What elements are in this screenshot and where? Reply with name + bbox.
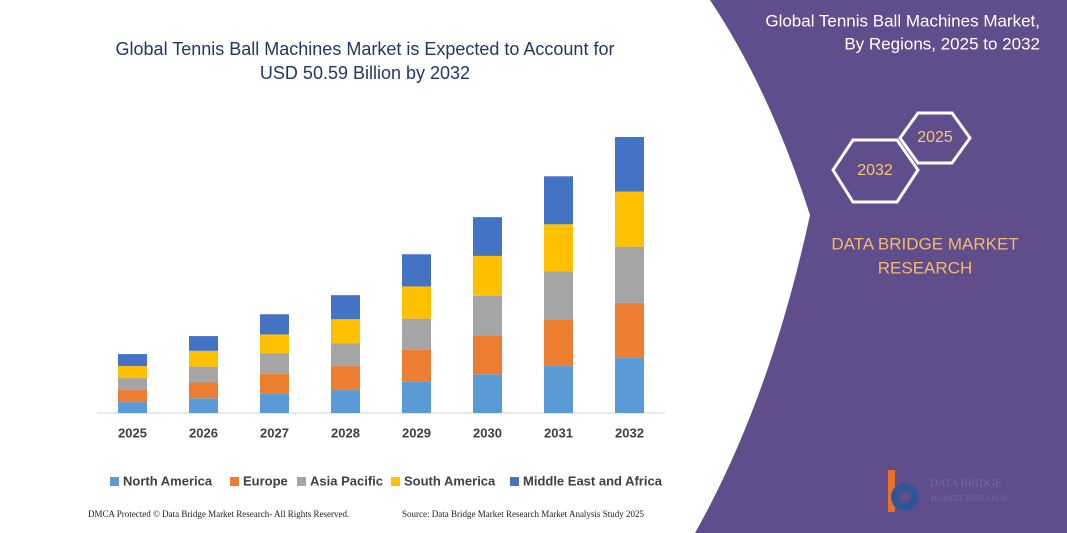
legend-swatch — [297, 477, 306, 486]
bar-segment — [118, 354, 147, 367]
bar-segment — [473, 217, 502, 256]
bar-segment — [260, 314, 289, 335]
legend-swatch — [230, 477, 239, 486]
bar-segment — [402, 318, 431, 350]
x-tick-label: 2026 — [189, 425, 218, 440]
bar-segment — [402, 381, 431, 413]
chart-title: Global Tennis Ball Machines Market is Ex… — [116, 39, 615, 59]
x-tick-label: 2031 — [544, 425, 573, 440]
x-tick-label: 2029 — [402, 425, 431, 440]
bar-segment — [615, 191, 644, 247]
x-tick-label: 2030 — [473, 425, 502, 440]
logo-name: DATA BRIDGE — [930, 478, 1002, 490]
x-tick-label: 2032 — [615, 425, 644, 440]
x-tick-label: 2025 — [118, 425, 147, 440]
bar-segment — [473, 255, 502, 296]
x-tick-label: 2028 — [331, 425, 360, 440]
bar-segment — [402, 286, 431, 319]
hex-label: 2032 — [857, 162, 893, 179]
bar-segment — [544, 224, 573, 272]
legend-swatch — [110, 477, 119, 486]
bar-segment — [260, 393, 289, 413]
footer-left: DMCA Protected © Data Bridge Market Rese… — [88, 509, 349, 519]
bar-segment — [473, 374, 502, 413]
bar-segment — [189, 366, 218, 383]
bar-segment — [544, 319, 573, 367]
bar-segment — [189, 350, 218, 367]
legend-swatch — [391, 477, 400, 486]
bar-segment — [544, 366, 573, 413]
bar-segment — [118, 378, 147, 391]
brand-text: RESEARCH — [878, 258, 972, 277]
brand-text: DATA BRIDGE MARKET — [831, 234, 1018, 253]
hex-label: 2025 — [917, 129, 953, 146]
bar-segment — [331, 390, 360, 413]
bar-segment — [402, 254, 431, 287]
bar-segment — [615, 357, 644, 413]
bar-segment — [473, 335, 502, 375]
bar-segment — [615, 137, 644, 192]
panel-title: Global Tennis Ball Machines Market, — [765, 11, 1040, 30]
panel-title: By Regions, 2025 to 2032 — [844, 34, 1040, 53]
bar-segment — [402, 349, 431, 382]
bar-segment — [473, 295, 502, 336]
legend-label: Asia Pacific — [310, 473, 383, 488]
bar-segment — [544, 176, 573, 225]
hexagon — [898, 111, 972, 165]
bar-segment — [544, 271, 573, 320]
footer-right: Source: Data Bridge Market Research Mark… — [402, 509, 644, 519]
bar-segment — [331, 319, 360, 344]
bar-segment — [260, 373, 289, 394]
bar-segment — [615, 302, 644, 358]
x-tick-label: 2027 — [260, 425, 289, 440]
logo-icon — [888, 470, 919, 512]
bar-segment — [331, 343, 360, 367]
bar-segment — [260, 334, 289, 354]
legend-label: Middle East and Africa — [523, 473, 663, 488]
chart-title: USD 50.59 Billion by 2032 — [260, 63, 470, 83]
bar-segment — [331, 295, 360, 320]
hexagon — [831, 138, 920, 204]
bar-segment — [615, 246, 644, 303]
bar-segment — [189, 382, 218, 399]
bar-segment — [118, 366, 147, 379]
bar-segment — [118, 390, 147, 403]
bar-segment — [189, 398, 218, 413]
logo-tagline: MARKET RESEARCH — [930, 494, 1008, 503]
legend-swatch — [510, 477, 519, 486]
side-panel — [695, 0, 1067, 533]
legend-label: South America — [404, 473, 496, 488]
bar-segment — [260, 353, 289, 374]
legend-label: Europe — [243, 473, 288, 488]
bar-segment — [189, 336, 218, 351]
bar-segment — [118, 402, 147, 413]
bar-segment — [331, 366, 360, 391]
legend-label: North America — [123, 473, 213, 488]
